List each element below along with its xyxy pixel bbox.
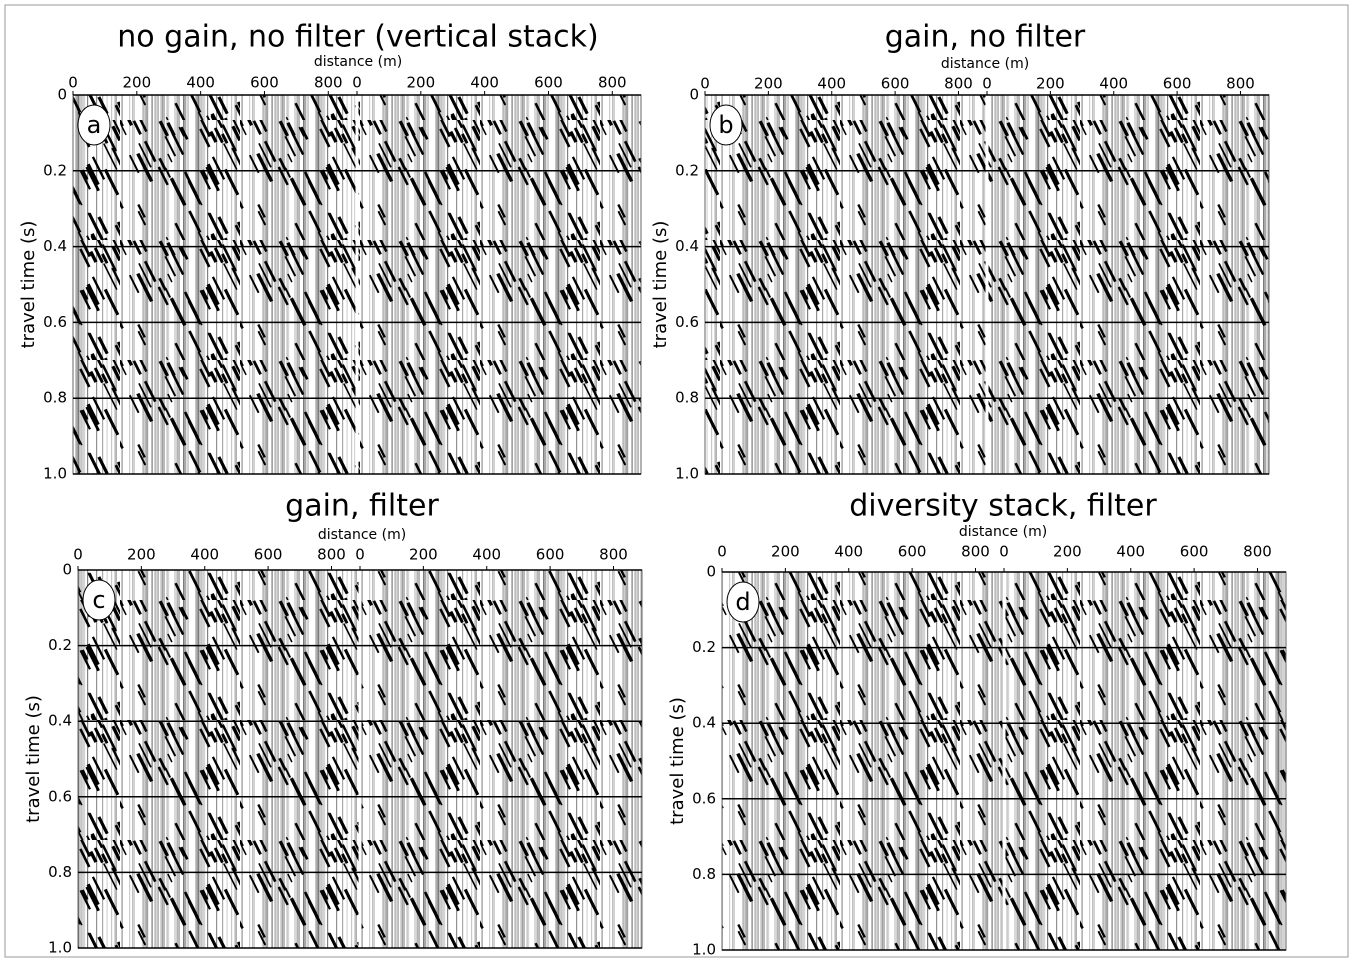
y-tick-label: 0.2 (48, 636, 72, 654)
y-axis-label: travel time (s) (667, 697, 688, 825)
gather (986, 94, 1270, 475)
gather (356, 94, 642, 475)
y-tick-label: 0.6 (692, 789, 716, 807)
gather (721, 571, 1005, 951)
x-tick-label: 200 (1053, 543, 1082, 561)
gather (1003, 571, 1287, 951)
x-tick-label: 200 (409, 546, 438, 564)
y-tick-label: 0.4 (675, 237, 699, 255)
y-tick-label: 0.8 (43, 389, 67, 407)
gather (72, 94, 358, 475)
y-tick-label: 0.8 (675, 389, 699, 407)
panel-badge (77, 104, 111, 146)
x-tick-label: 800 (314, 74, 343, 92)
x-tick-label: 400 (472, 546, 501, 564)
y-tick-label: 0 (706, 563, 716, 581)
y-tick-label: 0.6 (43, 313, 67, 331)
y-tick-label: 0.4 (43, 237, 67, 255)
x-tick-label: 200 (127, 546, 156, 564)
x-tick-label: 0 (700, 75, 710, 93)
x-axis-label: distance (m) (318, 527, 406, 543)
x-tick-label: 200 (754, 75, 783, 93)
y-axis-label: travel time (s) (23, 695, 44, 823)
y-tick-label: 0.2 (43, 161, 67, 179)
panel-title: gain, filter (285, 489, 439, 524)
y-tick-label: 0.8 (692, 865, 716, 883)
x-tick-label: 0 (999, 543, 1009, 561)
panel-badge (726, 581, 760, 623)
x-tick-label: 600 (881, 75, 910, 93)
y-tick-label: 0.6 (48, 787, 72, 805)
x-tick-label: 600 (534, 74, 563, 92)
x-tick-label: 800 (1243, 543, 1272, 561)
y-tick-label: 1.0 (43, 465, 67, 483)
panel-title: gain, no filter (885, 20, 1086, 55)
panel-badge (82, 579, 116, 621)
x-tick-label: 0 (68, 74, 78, 92)
x-tick-label: 0 (982, 75, 992, 93)
x-tick-label: 0 (355, 546, 365, 564)
panel-badge (709, 104, 743, 146)
y-tick-label: 1.0 (675, 465, 699, 483)
x-tick-label: 400 (834, 543, 863, 561)
x-tick-label: 800 (598, 74, 627, 92)
gather (359, 569, 643, 949)
x-axis-label: distance (m) (314, 54, 402, 70)
panel-title: no gain, no filter (vertical stack) (117, 20, 598, 55)
x-tick-label: 600 (898, 543, 927, 561)
y-tick-label: 0.4 (692, 714, 716, 732)
x-tick-label: 200 (406, 74, 435, 92)
x-tick-label: 400 (470, 74, 499, 92)
y-tick-label: 0 (689, 86, 699, 104)
panel-title: diversity stack, filter (849, 489, 1157, 524)
x-tick-label: 0 (352, 74, 362, 92)
x-tick-label: 800 (1226, 75, 1255, 93)
panel-label: c (92, 586, 105, 614)
y-tick-label: 0 (57, 86, 67, 104)
gather (77, 569, 361, 949)
x-tick-label: 800 (599, 546, 628, 564)
panel-label: a (87, 111, 102, 139)
x-tick-label: 800 (944, 75, 973, 93)
y-tick-label: 0.2 (675, 161, 699, 179)
x-tick-label: 400 (1099, 75, 1128, 93)
y-axis-label: travel time (s) (18, 221, 39, 349)
x-tick-label: 800 (961, 543, 990, 561)
x-tick-label: 600 (1163, 75, 1192, 93)
x-tick-label: 400 (817, 75, 846, 93)
x-tick-label: 600 (1180, 543, 1209, 561)
y-tick-label: 1.0 (692, 941, 716, 959)
x-axis-label: distance (m) (941, 56, 1029, 72)
x-tick-label: 600 (536, 546, 565, 564)
x-tick-label: 400 (1116, 543, 1145, 561)
x-axis-label: distance (m) (959, 524, 1047, 540)
x-tick-label: 400 (186, 74, 215, 92)
panel-label: d (735, 588, 750, 616)
x-tick-label: 200 (122, 74, 151, 92)
x-tick-label: 0 (717, 543, 727, 561)
x-tick-label: 0 (73, 546, 83, 564)
x-tick-label: 600 (254, 546, 283, 564)
x-tick-label: 200 (771, 543, 800, 561)
x-tick-label: 600 (250, 74, 279, 92)
y-tick-label: 0.2 (692, 638, 716, 656)
frame (4, 4, 1349, 958)
gather (704, 94, 988, 475)
y-axis-label: travel time (s) (650, 221, 671, 349)
y-tick-label: 0.6 (675, 313, 699, 331)
y-tick-label: 0.4 (48, 712, 72, 730)
y-tick-label: 1.0 (48, 939, 72, 957)
x-tick-label: 400 (190, 546, 219, 564)
x-tick-label: 800 (317, 546, 346, 564)
y-tick-label: 0.8 (48, 863, 72, 881)
panel-label: b (718, 111, 733, 139)
x-tick-label: 200 (1036, 75, 1065, 93)
y-tick-label: 0 (62, 561, 72, 579)
